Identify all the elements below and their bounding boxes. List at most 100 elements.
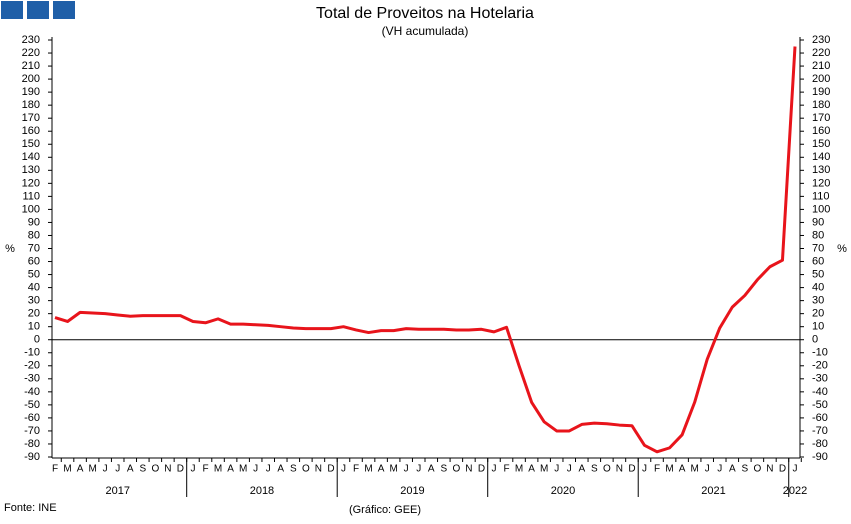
y-tick-label: 170 [22,112,40,124]
data-line [54,46,797,454]
x-tick-label: M [540,464,548,475]
y-tick-label: 210 [22,60,40,72]
x-tick-label: A [378,464,385,475]
x-tick-label: O [753,464,761,475]
y-tick-label: 20 [28,308,40,320]
y-tick-label: 120 [22,177,40,189]
y-tick-label: -10 [24,347,40,359]
y2-axis-label: % [837,243,847,255]
y-tick-label: -50 [24,399,40,411]
y2-tick-label: 220 [812,47,830,59]
x-tick-label: D [177,464,184,475]
y2-tick-label: 10 [812,321,824,333]
x-tick-label: D [779,464,786,475]
x-tick-label: A [77,464,84,475]
y-tick-label: 130 [22,164,40,176]
x-tick-label: M [665,464,673,475]
x-tick-label: A [127,464,134,475]
logo-block [53,1,75,19]
y-tick-label: -80 [24,438,40,450]
y-tick-label: 220 [22,47,40,59]
y-tick-label: 70 [28,242,40,254]
y2-tick-label: 170 [812,112,830,124]
x-tick-label: S [139,464,146,475]
y2-tick-label: -50 [812,399,828,411]
y-tick-label: -20 [24,360,40,372]
y2-tick-label: 180 [812,99,830,111]
x-tick-label: M [88,464,96,475]
y2-tick-label: -40 [812,386,828,398]
x-tick-label: A [578,464,585,475]
x-tick-label: M [690,464,698,475]
logo-block [1,1,23,19]
credit: (Gráfico: GEE) [349,504,421,516]
year-label: 2018 [250,485,274,497]
y2-tick-label: -80 [812,438,828,450]
y-tick-label: -40 [24,386,40,398]
year-label: 2021 [701,485,725,497]
x-tick-label: M [364,464,372,475]
x-tick-label: J [190,464,195,475]
y2-tick-label: 50 [812,268,824,280]
x-tick-label: A [227,464,234,475]
x-tick-label: N [315,464,322,475]
y2-tick-label: -30 [812,373,828,385]
logo-block [27,1,49,19]
x-tick-label: J [642,464,647,475]
x-tick-label: A [277,464,284,475]
x-tick-label: N [164,464,171,475]
x-tick-label: N [616,464,623,475]
x-tick-label: J [554,464,559,475]
chart-subtitle: (VH acumulada) [382,24,469,38]
y2-tick-label: -90 [812,451,828,463]
x-tick-label: F [654,464,660,475]
y2-tick-label: 80 [812,229,824,241]
x-tick-label: S [290,464,297,475]
y2-tick-label: 150 [812,138,830,150]
y-tick-label: -60 [24,412,40,424]
y2-tick-label: 100 [812,203,830,215]
x-tick-label: J [705,464,710,475]
x-tick-label: J [341,464,346,475]
x-tick-label: N [465,464,472,475]
y2-tick-label: 0 [812,334,818,346]
y2-tick-label: 30 [812,295,824,307]
x-tick-label: J [115,464,120,475]
y-axis-label: % [5,243,15,255]
x-tick-label: S [440,464,447,475]
y-tick-label: 150 [22,138,40,150]
x-tick-label: F [353,464,359,475]
x-tick-label: J [491,464,496,475]
x-tick-label: F [52,464,58,475]
y2-tick-label: 230 [812,34,830,46]
y2-tick-label: 160 [812,125,830,137]
y-tick-label: 160 [22,125,40,137]
x-tick-label: J [103,464,108,475]
x-tick-label: M [63,464,71,475]
y2-tick-label: 40 [812,282,824,294]
y-tick-label: 230 [22,34,40,46]
x-tick-label: A [729,464,736,475]
y-tick-label: 200 [22,73,40,85]
y-tick-label: 110 [22,190,40,202]
x-tick-label: J [404,464,409,475]
x-tick-label: D [628,464,635,475]
y-tick-label: -30 [24,373,40,385]
x-tick-label: S [591,464,598,475]
x-tick-label: J [567,464,572,475]
x-tick-label: M [515,464,523,475]
x-tick-label: F [503,464,509,475]
y2-tick-label: 120 [812,177,830,189]
y-tick-label: 50 [28,268,40,280]
y2-tick-label: 130 [812,164,830,176]
y2-tick-label: -70 [812,425,828,437]
x-tick-label: N [766,464,773,475]
x-tick-label: D [478,464,485,475]
chart-title: Total de Proveitos na Hotelaria [316,5,534,22]
y2-tick-label: 20 [812,308,824,320]
y2-tick-label: 200 [812,73,830,85]
y-tick-label: 90 [28,216,40,228]
y-tick-label: 30 [28,295,40,307]
y-tick-label: 40 [28,282,40,294]
x-tick-label: F [202,464,208,475]
